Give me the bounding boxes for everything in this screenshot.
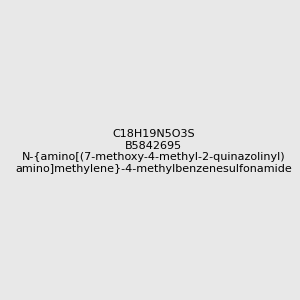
- Text: C18H19N5O3S
B5842695
N-{amino[(7-methoxy-4-methyl-2-quinazolinyl)
amino]methylen: C18H19N5O3S B5842695 N-{amino[(7-methoxy…: [15, 129, 292, 174]
